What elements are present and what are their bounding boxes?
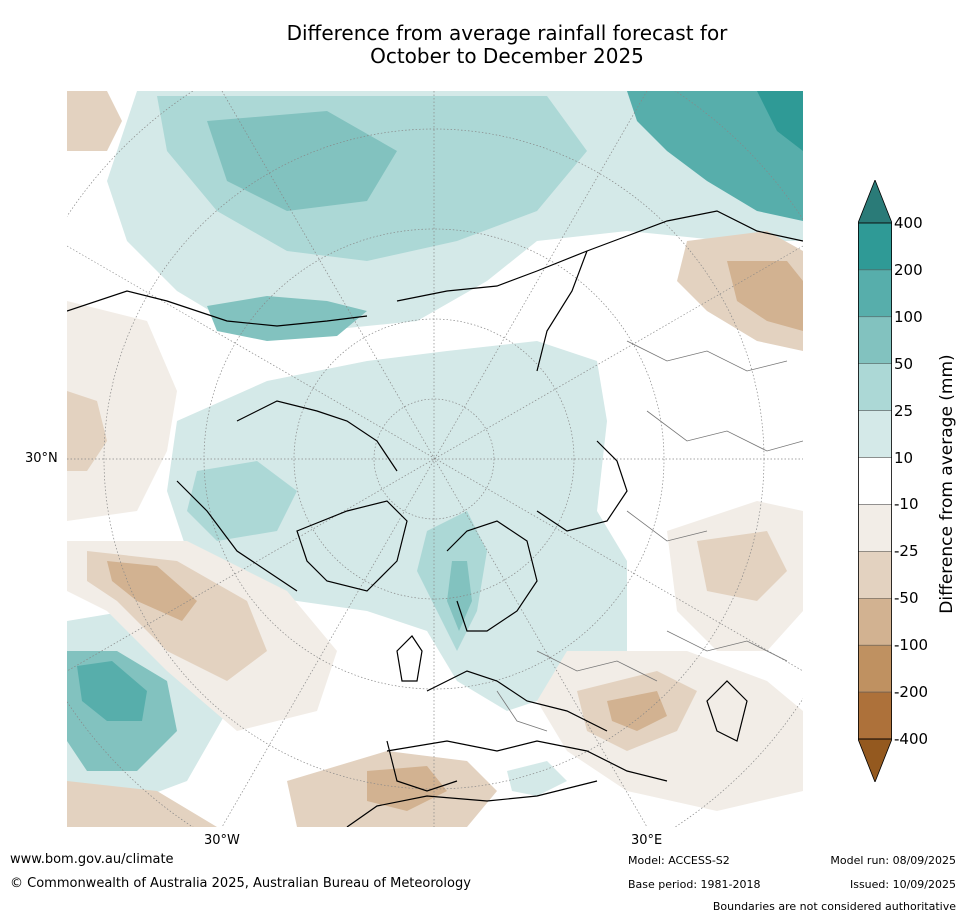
coast-mediterranean (386, 740, 668, 782)
colorbar-tick-label: -400 (894, 730, 929, 748)
wet-band-north-pacific-inner (207, 111, 397, 211)
colorbar-tick-label: -100 (894, 636, 929, 655)
lat-label-30n: 30°N (25, 451, 58, 466)
coast-canada-north (236, 400, 398, 472)
footer-website: www.bom.gov.au/climate (10, 852, 174, 867)
colorbar-title: Difference from average (mm) (937, 354, 957, 614)
colorbar-tick-label: 10 (894, 448, 914, 467)
graticule (67, 91, 803, 827)
colorbar-tick-label: 400 (894, 214, 923, 232)
footer-base-period: Base period: 1981-2018 (628, 878, 761, 891)
colorbar-band (857, 363, 893, 411)
coast-africa-north (346, 780, 598, 827)
colorbar-tick-label: -200 (894, 683, 929, 702)
colorbar-extend-bottom (857, 738, 893, 784)
wet-norway-coast (447, 561, 472, 631)
wet-arctic-basin (167, 341, 627, 711)
dry-central-asia-core (697, 531, 787, 601)
colorbar-extend-top (857, 178, 893, 224)
colorbar-band (857, 504, 893, 552)
chart-title: Difference from average rainfall forecas… (0, 22, 965, 68)
colorbar-tick-label: -25 (894, 542, 919, 561)
dry-black-sea-core (607, 691, 667, 731)
coast-europe-west (426, 670, 608, 732)
coast-iberia (386, 740, 458, 792)
colorbar-band (857, 598, 893, 646)
coast-scandinavia (446, 520, 538, 632)
colorbar-tick-label: -50 (894, 589, 919, 608)
colorbar-band (857, 222, 893, 271)
colorbar-band (857, 316, 893, 364)
rainfall-anomaly-map (67, 91, 803, 827)
colorbar-svg (857, 178, 893, 784)
colorbar-tick-label: 200 (894, 260, 923, 279)
dry-north-atlantic-core (107, 561, 197, 621)
coast-europe-north (536, 440, 628, 532)
title-line-2: October to December 2025 (370, 44, 644, 68)
dry-top-left (67, 91, 122, 151)
colorbar-tick-label: -10 (894, 495, 919, 514)
colorbar-band (857, 551, 893, 599)
coastlines (67, 210, 803, 827)
dry-bottom-left (67, 781, 217, 827)
coast-alaska (67, 290, 368, 327)
footer-disclaimer: Boundaries are not considered authoritat… (712, 900, 956, 913)
dry-siberia-east-core (727, 261, 803, 331)
coast-siberia-north (396, 210, 803, 302)
coast-caspian (706, 680, 748, 742)
colorbar (857, 178, 893, 784)
lon-label-30w: 30°W (204, 833, 240, 848)
colorbar-band (857, 457, 893, 505)
wet-aleutian-ridge (207, 296, 367, 341)
coast-siberia-east (536, 250, 588, 372)
colorbar-band (857, 269, 893, 318)
colorbar-tick-label: 50 (894, 354, 914, 373)
footer-issued: Issued: 10/09/2025 (849, 878, 956, 891)
wet-north-atlantic-inner (77, 661, 147, 721)
colorbar-band (857, 644, 893, 693)
colorbar-band (857, 410, 893, 458)
title-line-1: Difference from average rainfall forecas… (286, 21, 728, 45)
map-svg (67, 91, 803, 827)
wet-anomaly-regions (67, 91, 803, 811)
footer-copyright: © Commonwealth of Australia 2025, Austra… (10, 876, 471, 891)
footer-model-run: Model run: 08/09/2025 (830, 854, 956, 867)
wet-mediterranean (507, 761, 567, 796)
colorbar-tick-label: 100 (894, 307, 923, 326)
colorbar-tick-label: 25 (894, 401, 914, 420)
lon-label-30e: 30°E (631, 833, 663, 848)
dry-iberia-core (367, 766, 447, 811)
coast-uk (396, 635, 423, 682)
wet-northeast-pacific (627, 91, 803, 221)
coast-greenland (296, 500, 408, 592)
colorbar-outline (858, 222, 893, 740)
dry-west-pacific-edge (67, 301, 177, 521)
wet-northeast-pacific-core (757, 91, 803, 151)
coast-hudson-bay (176, 480, 298, 592)
footer-model: Model: ACCESS-S2 (628, 854, 730, 867)
colorbar-band (857, 691, 893, 740)
dry-west-pacific-core (67, 391, 107, 471)
country-borders (496, 340, 803, 732)
